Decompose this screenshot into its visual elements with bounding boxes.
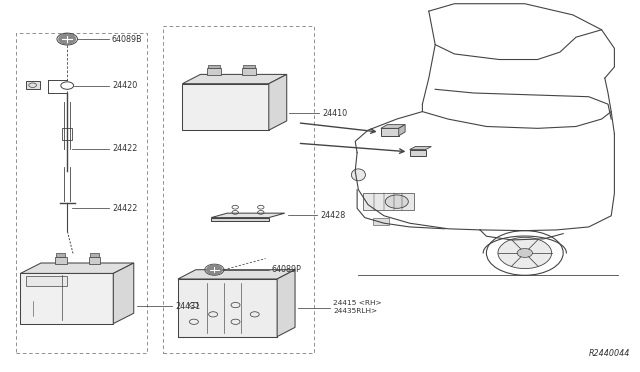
Bar [16, 33, 147, 353]
Circle shape [385, 195, 408, 208]
Bar [208, 65, 220, 68]
Bar [163, 26, 314, 353]
Text: 24422: 24422 [112, 204, 138, 213]
Bar [207, 68, 221, 75]
Polygon shape [211, 218, 269, 221]
Bar [56, 253, 65, 257]
Text: 24410: 24410 [322, 109, 347, 118]
Text: 64089P: 64089P [272, 265, 302, 274]
Bar [410, 150, 426, 156]
Bar [381, 128, 399, 136]
Text: 64089B: 64089B [112, 35, 143, 44]
Bar [242, 68, 256, 75]
Bar [26, 276, 67, 286]
Ellipse shape [351, 169, 365, 181]
Bar [373, 218, 389, 225]
Circle shape [517, 248, 532, 257]
Polygon shape [178, 270, 295, 279]
Text: 24420: 24420 [112, 81, 137, 90]
Circle shape [59, 34, 76, 44]
Polygon shape [20, 263, 134, 273]
Circle shape [61, 82, 74, 89]
Bar [90, 253, 99, 257]
Bar [182, 84, 269, 130]
Bar [20, 273, 113, 324]
Circle shape [207, 265, 222, 274]
Circle shape [486, 231, 563, 275]
Circle shape [498, 237, 552, 269]
Polygon shape [211, 213, 285, 218]
Text: R2440044: R2440044 [589, 349, 630, 358]
Text: 24415 <RH>: 24415 <RH> [333, 300, 382, 307]
Bar [178, 279, 277, 337]
Bar [363, 193, 414, 210]
Polygon shape [182, 74, 287, 84]
Bar [243, 65, 255, 68]
Polygon shape [399, 125, 405, 136]
Bar [89, 257, 100, 264]
Bar [62, 128, 72, 140]
Polygon shape [269, 74, 287, 130]
Polygon shape [277, 270, 295, 337]
Bar [55, 257, 67, 264]
Text: 24431: 24431 [175, 302, 200, 311]
Polygon shape [381, 125, 405, 128]
Text: 24428: 24428 [320, 211, 345, 220]
Bar [26, 81, 40, 89]
Polygon shape [113, 263, 134, 324]
Text: 24422: 24422 [112, 144, 138, 153]
Polygon shape [410, 147, 431, 150]
Text: 24435RLH>: 24435RLH> [333, 308, 378, 314]
